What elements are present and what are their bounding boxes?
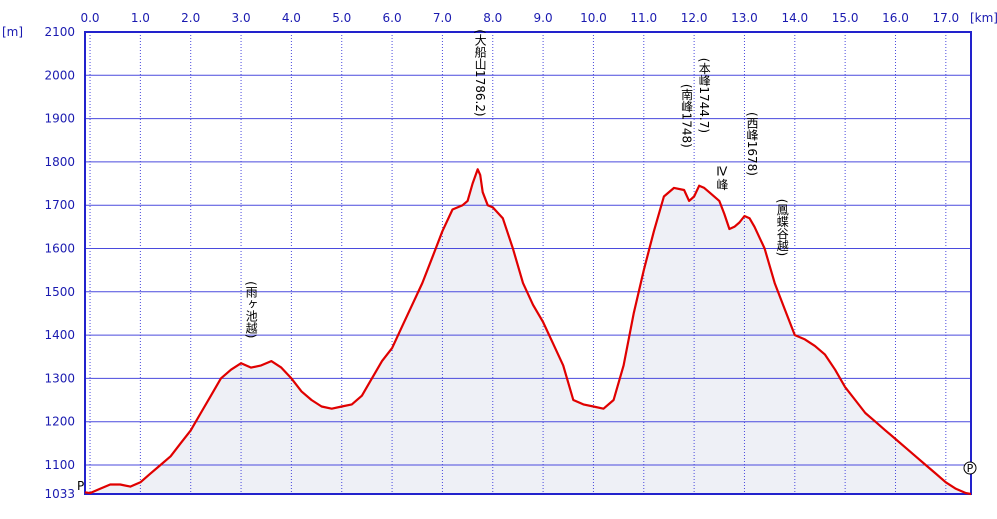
y-tick-label-5: 1600	[44, 241, 75, 255]
y-unit-label: [m]	[2, 25, 23, 39]
y-tick-label-0: 1100	[44, 458, 75, 472]
y-tick-label-7: 1800	[44, 155, 75, 169]
y-tick-label-4: 1500	[44, 285, 75, 299]
x-tick-label-6: 6.0	[383, 11, 402, 25]
x-tick-label-16: 16.0	[882, 11, 909, 25]
end-point-circle	[963, 461, 977, 475]
y-tick-label-3: 1400	[44, 328, 75, 342]
x-tick-label-14: 14.0	[781, 11, 808, 25]
y-tick-label-1: 1200	[44, 415, 75, 429]
peak-annotation-0: (雨ヶ池越)	[244, 281, 258, 338]
x-tick-label-13: 13.0	[731, 11, 758, 25]
y-tick-label-8: 1900	[44, 112, 75, 126]
x-tick-label-2: 2.0	[181, 11, 200, 25]
x-tick-label-9: 9.0	[534, 11, 553, 25]
x-tick-label-17: 17.0	[932, 11, 959, 25]
x-tick-label-4: 4.0	[282, 11, 301, 25]
x-unit-label: [km]	[970, 11, 997, 25]
y-tick-label-2: 1300	[44, 371, 75, 385]
peak-annotation-5: (西峰1678)	[745, 112, 759, 176]
x-tick-label-15: 15.0	[832, 11, 859, 25]
x-tick-label-11: 11.0	[630, 11, 657, 25]
start-point-marker: P	[77, 479, 84, 493]
plot-frame	[84, 31, 972, 495]
y-tick-label-9: 2000	[44, 68, 75, 82]
x-tick-label-12: 12.0	[681, 11, 708, 25]
y-min-label: 1033	[44, 487, 75, 501]
end-point-marker: P	[967, 462, 974, 475]
peak-annotation-1: (大船山1786.2)	[473, 29, 487, 116]
x-tick-label-5: 5.0	[332, 11, 351, 25]
profile-area-fill	[85, 169, 971, 495]
x-tick-label-10: 10.0	[580, 11, 607, 25]
y-tick-label-10: 2100	[44, 25, 75, 39]
x-tick-label-0: 0.0	[80, 11, 99, 25]
x-tick-label-8: 8.0	[483, 11, 502, 25]
peak-annotation-6: (鳳蝶谷越)	[775, 199, 789, 256]
peak-annotation-3: (本峰1744.7)	[697, 58, 711, 133]
peak-annotation-4: Ⅳ峰	[715, 165, 729, 191]
x-tick-label-3: 3.0	[232, 11, 251, 25]
peak-annotation-2: (南峰1748)	[680, 84, 694, 148]
x-tick-label-1: 1.0	[131, 11, 150, 25]
elevation-profile-line	[84, 168, 972, 496]
x-tick-label-7: 7.0	[433, 11, 452, 25]
y-tick-label-6: 1700	[44, 198, 75, 212]
